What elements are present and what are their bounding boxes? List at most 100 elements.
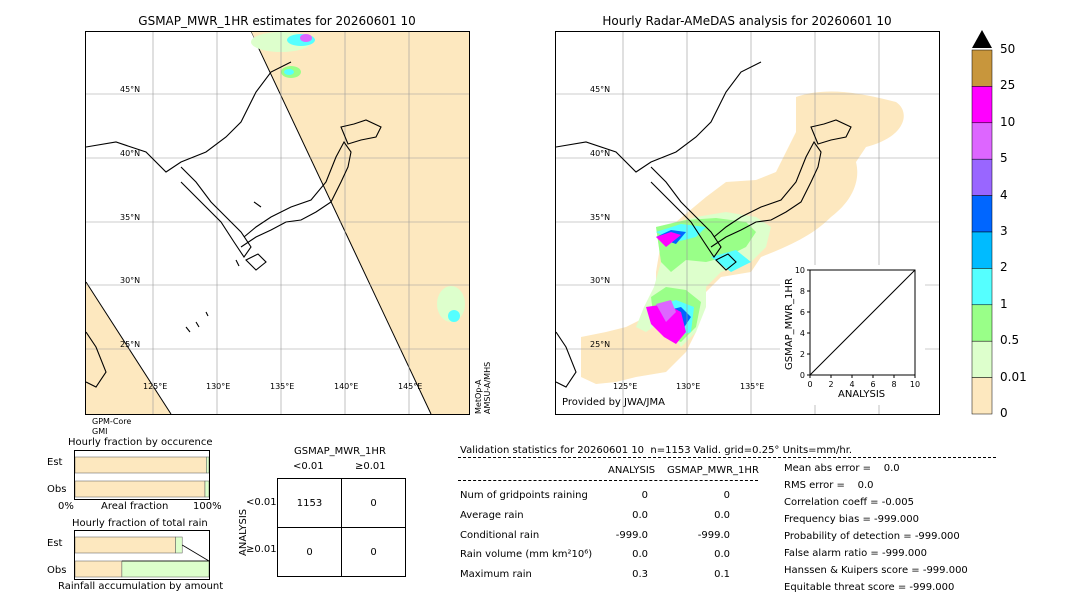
scatter-xtick-label: 0 [807,380,812,389]
left-lat-label-25: 25°N [120,340,141,349]
scatter-ytick-label: 6 [800,308,805,317]
occurrence-axis-label: Areal fraction [101,501,169,512]
stat-row-gsmap: 0.1 [714,569,730,580]
colorbar-segment [971,340,993,378]
scatter-inset: 0 2 4 6 8 10 0 2 4 6 8 10 [780,265,925,405]
score-mae: Mean abs error = 0.0 [784,463,900,474]
stat-row-analysis: 0 [641,490,648,501]
right-lat-label-25: 25°N [590,340,611,349]
colorbar-segment [971,195,993,233]
occurrence-bar-obs-1 [204,480,210,498]
left-lon-label-140: 140°E [334,382,359,391]
contingency-col-1: <0.01 [293,461,324,472]
stat-row-label: Conditional rain [460,530,540,541]
right-lat-label-40: 40°N [590,149,611,158]
right-coastlines [556,61,852,388]
colorbar-segment [971,158,993,196]
rain-purple [656,300,676,322]
validation-col-divider [458,480,758,481]
left-lon-label-130: 130°E [206,382,231,391]
contingency-table: 1153 0 0 0 [277,478,406,577]
stat-row-analysis: -999.0 [615,530,648,541]
validation-divider [458,457,996,458]
scatter-diagonal [809,269,916,376]
colorbar-tick-label: 2 [1000,260,1008,275]
stat-row-gsmap: -999.0 [697,530,730,541]
colorbar-segment [971,122,993,160]
rain-magenta [656,232,681,247]
occurrence-est-label: Est [47,457,63,468]
contingency-row-2: ≥0.01 [246,544,277,555]
total-rain-bar-obs-0 [74,560,123,578]
left-coastlines [86,61,382,388]
colorbar: 50 25 10 5 4 3 2 1 0.5 0.01 0 [970,30,1040,420]
colorbar-segment [971,231,993,269]
score-ets: Equitable threat score = -999.000 [784,582,955,593]
left-grid [86,32,469,414]
colorbar-tick-label: 1 [1000,296,1008,311]
cell-1-1: 1153 [277,478,342,528]
colorbar-canvas [971,30,993,415]
provider-note: Provided by JWA/JMA [562,397,665,408]
total-rain-obs-label: Obs [47,565,67,576]
colorbar-tick-label: 4 [1000,187,1008,202]
colorbar-tick-label: 50 [1000,42,1016,56]
occurrence-chart [74,450,210,500]
colorbar-segment [971,49,993,87]
scatter-ylabel: GSMAP_MWR_1HR [784,278,795,370]
occurrence-obs-label: Obs [47,484,67,495]
scatter-ytick-label: 2 [800,350,805,359]
validation-col-analysis: ANALYSIS [608,465,656,476]
colorbar-tick-label: 25 [1000,78,1016,93]
total-rain-axis-label: Rainfall accumulation by amount [58,581,224,592]
stat-row-analysis: 0.0 [632,549,648,560]
cell-2-1: 0 [277,527,342,577]
colorbar-tick-label: 0.5 [1000,333,1020,348]
rain-blob-7 [448,310,460,322]
right-lat-label-30: 30°N [590,276,611,285]
swath-edge-left [86,281,172,414]
stat-row-gsmap: 0.0 [714,549,730,560]
scatter-xtick-label: 4 [849,380,854,389]
occurrence-axis-100: 100% [193,501,222,512]
right-lon-label-125: 125°E [613,382,638,391]
scatter-xtick-label: 8 [891,380,896,389]
colorbar-segment [971,268,993,306]
swath-right [251,32,469,414]
right-map-title: Hourly Radar-AMeDAS analysis for 2026060… [602,14,892,28]
contingency-row-1: <0.01 [246,497,277,508]
left-lon-label-145: 145°E [398,382,423,391]
total-rain-bar-est-1 [175,536,183,554]
colorbar-segment [971,86,993,124]
occurrence-axis-0: 0% [58,501,74,512]
satellite-note: MetOp-A AMSU-A/MHS [474,361,492,414]
stat-row-analysis: 0.0 [632,510,648,521]
left-lat-label-40: 40°N [120,149,141,158]
left-map-canvas [86,32,469,414]
total-rain-bar-obs-1 [121,560,210,578]
score-frequency-bias: Frequency bias = -999.000 [784,514,919,525]
colorbar-tick-label: 5 [1000,151,1008,166]
stat-row-label: Average rain [460,510,524,521]
occurrence-title: Hourly fraction by occurence [68,437,213,448]
scatter-ytick-label: 10 [795,266,805,275]
total-rain-bars [74,536,211,578]
colorbar-extend-arrow [972,30,992,48]
occurrence-bars [74,456,210,498]
scatter-xtick-label: 6 [870,380,875,389]
occurrence-bar-est-1 [206,456,210,474]
scatter-xtick-label: 10 [910,380,920,389]
colorbar-tick-label: 0.01 [1000,369,1027,384]
cell-2-2: 0 [341,527,406,577]
scatter-ytick-label: 0 [800,371,805,380]
score-pod: Probability of detection = -999.000 [784,531,960,542]
scatter-plot: 0 2 4 6 8 10 0 2 4 6 8 10 [795,266,920,389]
left-lat-label-45: 45°N [120,85,141,94]
scatter-xlabel: ANALYSIS [838,389,886,400]
score-correlation: Correlation coeff = -0.005 [784,497,914,508]
contingency-col-2: ≥0.01 [355,461,386,472]
total-rain-bar-est-0 [74,536,176,554]
rain-cyan-3 [711,250,751,272]
right-lat-label-35: 35°N [590,213,611,222]
right-lat-label-45: 45°N [590,85,611,94]
